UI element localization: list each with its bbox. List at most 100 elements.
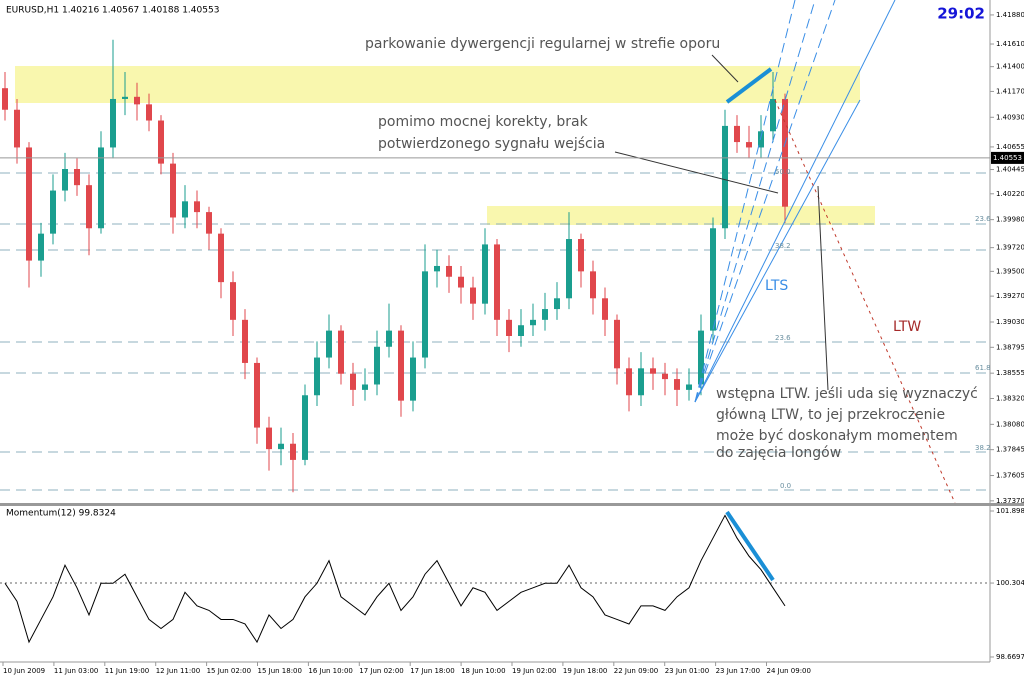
candle-body <box>206 212 212 234</box>
y-tick-label: 1.38080 <box>996 420 1024 428</box>
candle-body <box>566 239 572 299</box>
candle-body <box>422 271 428 358</box>
y-tick-label: 1.39980 <box>996 216 1024 224</box>
fib-levels <box>0 172 990 491</box>
candle-body <box>158 120 164 164</box>
momentum-divergence <box>725 510 775 582</box>
timer: 29:02 <box>937 5 985 23</box>
x-tick-label: 15 Jun 18:00 <box>258 667 302 675</box>
candle-body <box>86 185 92 229</box>
candle-body <box>302 395 308 460</box>
candle-body <box>122 96 128 99</box>
support-zone <box>487 206 875 225</box>
x-tick-label: 17 Jun 18:00 <box>410 667 454 675</box>
x-tick-label: 10 Jun 2009 <box>3 667 45 675</box>
symbol-line: EURUSD,H1 1.40216 1.40567 1.40188 1.4055… <box>6 6 219 16</box>
fib-label: 23.6 <box>975 215 991 223</box>
candle-body <box>770 98 776 132</box>
annotation: główną LTW, to jej przekroczenie <box>716 407 945 423</box>
lts-label: LTS <box>765 278 788 294</box>
y-tick-label: 1.38555 <box>996 369 1024 377</box>
y-tick-label: 1.37845 <box>996 446 1024 454</box>
candle-body <box>674 379 680 390</box>
candle-body <box>254 362 260 428</box>
candle-body <box>350 373 356 390</box>
x-tick-label: 23 Jun 17:00 <box>716 667 760 675</box>
x-tick-label: 22 Jun 09:00 <box>614 667 658 675</box>
momentum-line <box>4 514 786 644</box>
y-tick-label: 1.37370 <box>996 497 1024 505</box>
candle-body <box>746 142 752 148</box>
fib-label: 38.2 <box>775 242 791 250</box>
candle-body <box>230 282 236 320</box>
candle-body <box>734 125 740 143</box>
candle-body <box>506 319 512 336</box>
y-tick-label: 1.41400 <box>996 63 1024 71</box>
candle-body <box>638 368 644 396</box>
lts-dashed <box>694 0 816 403</box>
candle-body <box>626 368 632 396</box>
x-tick-label: 18 Jun 10:00 <box>461 667 505 675</box>
candle-body <box>518 325 524 336</box>
annotation: do zajęcia longów <box>716 445 841 461</box>
candle-body <box>146 104 152 121</box>
arrow <box>817 185 829 391</box>
arrow <box>614 151 779 194</box>
arrow <box>711 54 739 83</box>
y-tick-label: 1.39720 <box>996 244 1024 252</box>
candle-body <box>554 298 560 310</box>
y-tick-label: 1.40655 <box>996 143 1024 151</box>
x-tick-label: 11 Jun 03:00 <box>54 667 98 675</box>
candle-body <box>374 346 380 385</box>
candle-body <box>14 109 20 148</box>
current-price-label: 1.40553 <box>993 154 1022 162</box>
candle-body <box>530 319 536 326</box>
candle-body <box>458 276 464 288</box>
annotation: potwierdzonego sygnału wejścia <box>378 136 605 152</box>
candle-body <box>590 271 596 299</box>
lts-dashed <box>694 0 836 403</box>
candle-body <box>2 88 8 110</box>
candle-body <box>446 265 452 277</box>
candle-body <box>134 96 140 105</box>
candle-body <box>602 298 608 320</box>
candle-body <box>614 319 620 369</box>
lts-dashed <box>694 0 796 403</box>
candle-body <box>482 244 488 304</box>
y-tick-label: 1.40445 <box>996 166 1024 174</box>
candle-body <box>326 330 332 358</box>
y-tick-label: 1.39500 <box>996 267 1024 275</box>
x-tick-label: 23 Jun 01:00 <box>665 667 709 675</box>
indicator-label: Momentum(12) 99.8324 <box>6 509 116 519</box>
candle-body <box>434 265 440 272</box>
y-tick-label: 1.41610 <box>996 40 1024 48</box>
candle-body <box>470 287 476 304</box>
trend-lines <box>614 0 956 582</box>
candle-body <box>578 239 584 272</box>
candle-body <box>278 443 284 450</box>
candle-body <box>722 125 728 229</box>
annotation: może być doskonałym momentem <box>716 428 958 444</box>
indicator-tick-label: 98.6697 <box>996 653 1024 661</box>
y-tick-label: 1.38320 <box>996 394 1024 402</box>
lts-line <box>694 99 861 403</box>
y-tick-label: 1.41170 <box>996 87 1024 95</box>
panel-separator <box>0 503 1024 506</box>
fib-label: 38.2 <box>975 444 991 452</box>
candle-body <box>62 169 68 191</box>
annotation: wstępna LTW. jeśli uda się wyznaczyć <box>716 386 978 402</box>
candle-body <box>362 384 368 390</box>
candle-body <box>662 373 668 380</box>
candle-body <box>710 228 716 331</box>
candle-body <box>542 309 548 320</box>
y-tick-label: 1.39270 <box>996 292 1024 300</box>
candle-body <box>398 330 404 401</box>
candle-body <box>410 357 416 401</box>
candle-body <box>242 319 248 363</box>
candle-body <box>314 357 320 396</box>
fib-label: 23.6 <box>775 334 791 342</box>
candle-body <box>686 384 692 390</box>
y-tick-label: 1.40930 <box>996 113 1024 121</box>
candle-body <box>494 244 500 320</box>
candle-body <box>110 98 116 148</box>
